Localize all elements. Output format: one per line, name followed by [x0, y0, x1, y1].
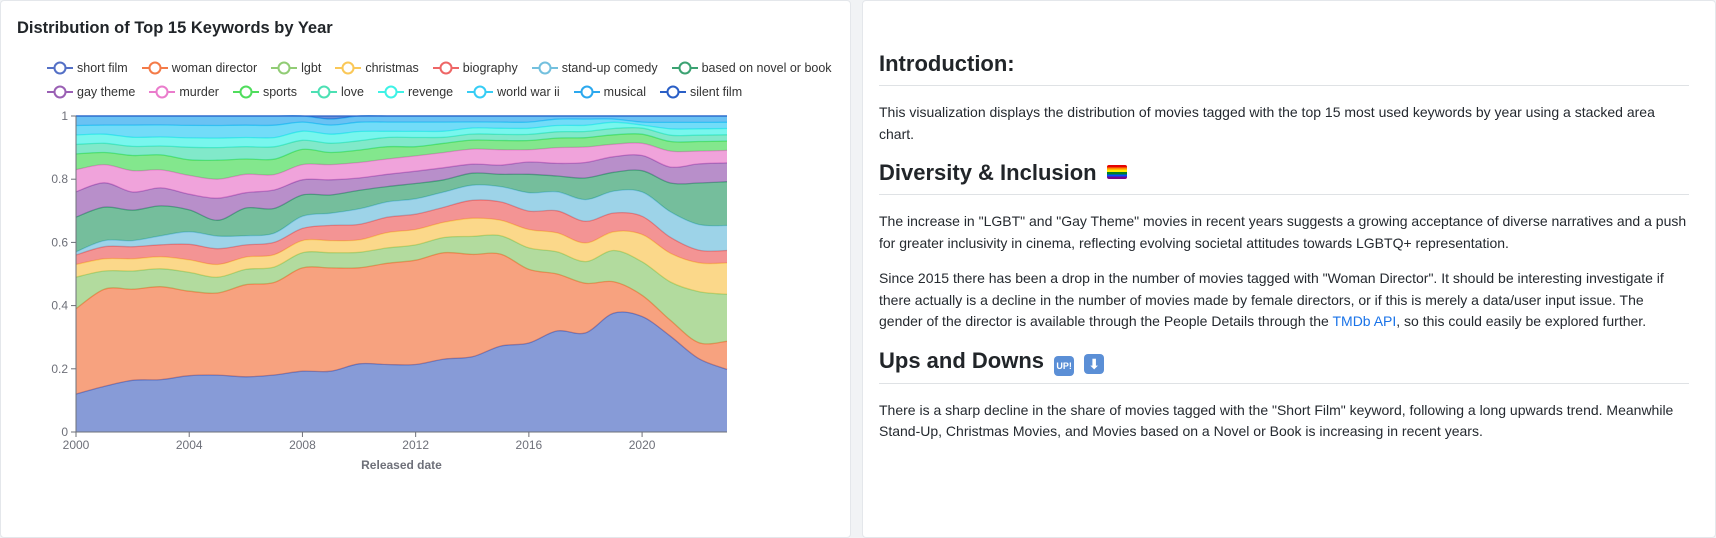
y-tick-label: 1: [61, 109, 68, 123]
legend-label: silent film: [690, 85, 743, 99]
diversity-p2-text-before: Since 2015 there has been a drop in the …: [879, 270, 1664, 329]
legend-item-gay-theme[interactable]: gay theme: [47, 85, 135, 99]
x-tick-label: 2004: [176, 438, 203, 452]
y-tick-label: 0.6: [51, 235, 68, 249]
area-lgbt: [76, 234, 727, 344]
legend-label: stand-up comedy: [561, 61, 658, 75]
stacked-area-chart: 0 0.2 0.4 0.6 0.8 1 2000 2004 2008 2012 2016 2020 Re…: [51, 109, 728, 472]
down-arrow-emoji-icon: ⬇: [1084, 353, 1105, 374]
intro-paragraph: This visualization displays the distribu…: [879, 104, 1655, 142]
legend-marker-icon: [660, 85, 687, 99]
legend-marker-icon: [573, 85, 600, 99]
legend-label: love: [341, 85, 364, 99]
legend-row: short film woman director lgbt christmas bio…: [47, 56, 847, 80]
area-gay-theme: [76, 154, 727, 221]
legend-label: lgbt: [301, 61, 322, 75]
x-tick-label: 2012: [402, 438, 429, 452]
legend-label: based on novel or book: [701, 61, 832, 75]
legend-marker-icon: [149, 85, 176, 99]
legend-label: gay theme: [77, 85, 136, 99]
area-based-on-novel-or-book: [76, 170, 727, 252]
legend-item-revenge[interactable]: revenge: [377, 85, 454, 99]
x-axis-label: Released date: [361, 458, 442, 472]
article: Introduction: This visualization display…: [879, 50, 1689, 457]
legend-label: musical: [603, 85, 647, 99]
legend-label: world war ii: [497, 85, 560, 99]
legend-marker-icon: [335, 61, 362, 75]
series-line-short-film: [75, 311, 728, 395]
legend-item-sports[interactable]: sports: [232, 85, 298, 99]
chart-legend: short film woman director lgbt christmas bio…: [47, 56, 847, 104]
area-musical: [76, 115, 727, 126]
legend-item-stand-up-comedy[interactable]: stand-up comedy: [531, 61, 658, 75]
legend-item-christmas[interactable]: christmas: [335, 61, 419, 75]
legend-label: sports: [262, 85, 298, 99]
area-revenge: [76, 122, 727, 148]
legend-marker-icon: [47, 85, 73, 99]
legend-marker-icon: [432, 61, 459, 75]
diversity-p2-text-after: , so this could easily be explored furth…: [1396, 313, 1647, 329]
area-murder: [76, 142, 727, 199]
legend-item-short-film[interactable]: short film: [47, 61, 128, 75]
y-tick-label: 0: [61, 425, 68, 439]
rainbow-flag-icon: [1106, 165, 1127, 179]
ups-paragraph: There is a sharp decline in the share of…: [879, 401, 1674, 440]
legend-item-biography[interactable]: biography: [432, 61, 518, 75]
x-tick-label: 2008: [289, 438, 316, 452]
diversity-paragraph-2: Since 2015 there has been a drop in the …: [879, 268, 1689, 333]
area-love: [76, 127, 727, 161]
area-short-film: [76, 311, 727, 432]
legend-item-love[interactable]: love: [311, 85, 364, 99]
legend-item-world-war-ii[interactable]: world war ii: [467, 85, 560, 99]
area-stand-up-comedy: [76, 184, 727, 255]
diversity-heading: Diversity & Inclusion: [879, 159, 1689, 195]
chart-card: Distribution of Top 15 Keywords by Year …: [0, 0, 851, 538]
tmdb-api-link[interactable]: TMDb API: [1332, 313, 1397, 329]
area-woman-director: [76, 252, 727, 395]
area-sports: [76, 133, 727, 180]
y-tick-label: 0.8: [51, 172, 68, 186]
legend-label: short film: [77, 61, 128, 75]
legend-marker-icon: [531, 61, 558, 75]
legend-marker-icon: [671, 61, 698, 75]
area-biography: [76, 199, 727, 265]
legend-item-lgbt[interactable]: lgbt: [271, 61, 321, 75]
legend-label: christmas: [365, 61, 419, 75]
legend-marker-icon: [271, 61, 298, 75]
legend-marker-icon: [232, 85, 259, 99]
ups-heading: Ups and Downs UP! ⬇: [879, 347, 1689, 384]
diversity-heading-text: Diversity & Inclusion: [879, 160, 1097, 185]
legend-item-murder[interactable]: murder: [149, 85, 219, 99]
legend-marker-icon: [377, 85, 404, 99]
legend-label: biography: [462, 61, 518, 75]
chart-title: Distribution of Top 15 Keywords by Year: [17, 19, 333, 37]
legend-label: woman director: [171, 61, 258, 75]
area-christmas: [76, 218, 727, 295]
legend-item-woman-director[interactable]: woman director: [141, 61, 258, 75]
x-tick-label: 2016: [516, 438, 543, 452]
legend-item-based-on-novel-or-book[interactable]: based on novel or book: [671, 61, 832, 75]
legend-marker-icon: [467, 85, 494, 99]
ups-heading-text: Ups and Downs: [879, 347, 1045, 373]
legend-label: murder: [179, 85, 219, 99]
area-world-war-ii: [76, 118, 727, 139]
diversity-paragraph-1: The increase in "LGBT" and "Gay Theme" m…: [879, 213, 1687, 251]
legend-marker-icon: [47, 61, 73, 75]
intro-heading: Introduction:: [879, 50, 1689, 86]
legend-item-musical[interactable]: musical: [573, 85, 647, 99]
up-button-emoji-icon: UP!: [1054, 355, 1075, 376]
text-card: [862, 0, 1716, 538]
x-tick-label: 2020: [629, 438, 656, 452]
area-layers: [75, 115, 728, 432]
legend-item-silent-film[interactable]: silent film: [660, 85, 742, 99]
y-tick-label: 0.4: [51, 299, 68, 313]
legend-row: gay theme murder sports love revenge world wa…: [47, 80, 847, 104]
legend-label: revenge: [407, 85, 454, 99]
legend-marker-icon: [141, 61, 168, 75]
legend-marker-icon: [311, 85, 338, 99]
y-tick-label: 0.2: [51, 362, 68, 376]
x-tick-label: 2000: [63, 438, 90, 452]
